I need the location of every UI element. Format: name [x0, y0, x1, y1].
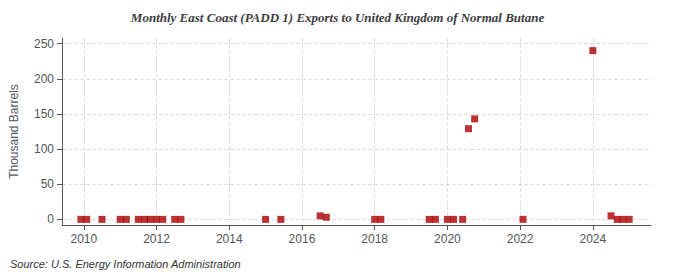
svg-text:Source: U.S. Energy Informatio: Source: U.S. Energy Information Administ… [10, 258, 241, 270]
svg-text:50: 50 [41, 177, 55, 191]
svg-text:200: 200 [34, 72, 54, 86]
svg-text:Thousand Barrels: Thousand Barrels [7, 84, 21, 179]
svg-text:2010: 2010 [70, 232, 97, 246]
svg-text:250: 250 [34, 37, 54, 51]
svg-text:100: 100 [34, 142, 54, 156]
svg-text:2014: 2014 [216, 232, 243, 246]
svg-text:150: 150 [34, 107, 54, 121]
svg-text:2022: 2022 [507, 232, 534, 246]
svg-text:2012: 2012 [143, 232, 170, 246]
svg-text:2024: 2024 [579, 232, 606, 246]
svg-text:2016: 2016 [289, 232, 316, 246]
svg-text:2020: 2020 [434, 232, 461, 246]
svg-text:Monthly East Coast (PADD 1) Ex: Monthly East Coast (PADD 1) Exports to U… [130, 10, 545, 25]
svg-text:0: 0 [47, 212, 54, 226]
svg-text:2018: 2018 [361, 232, 388, 246]
